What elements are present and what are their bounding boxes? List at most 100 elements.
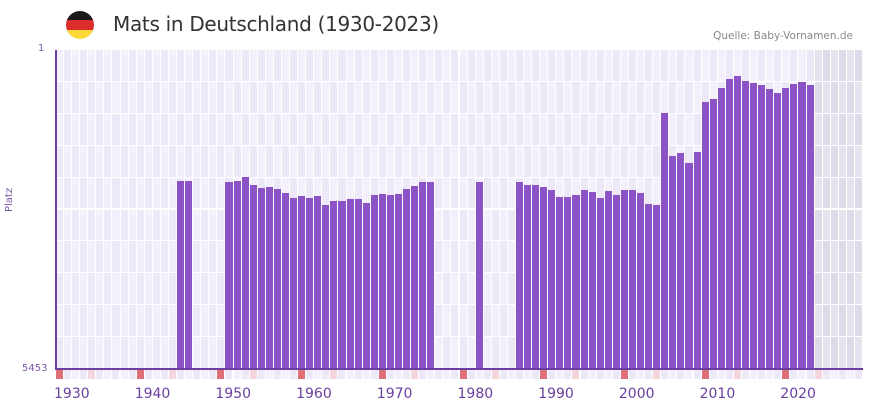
grid-cell bbox=[152, 337, 160, 368]
rank-bar[interactable] bbox=[532, 185, 540, 369]
rank-bar[interactable] bbox=[330, 201, 338, 369]
rank-bar[interactable] bbox=[378, 194, 386, 369]
grid-cell bbox=[854, 81, 862, 113]
rank-bar[interactable] bbox=[370, 195, 378, 369]
grid-cell bbox=[370, 177, 378, 209]
rank-bar[interactable] bbox=[346, 199, 354, 369]
rank-bar[interactable] bbox=[604, 191, 612, 369]
rank-bar[interactable] bbox=[338, 201, 346, 369]
rank-bar[interactable] bbox=[564, 197, 572, 369]
rank-bar[interactable] bbox=[548, 190, 556, 369]
rank-bar[interactable] bbox=[273, 189, 281, 369]
year-column bbox=[273, 50, 282, 369]
rank-bar[interactable] bbox=[403, 189, 411, 369]
rank-bar[interactable] bbox=[798, 82, 806, 369]
rank-bar[interactable] bbox=[362, 203, 370, 369]
rank-bar[interactable] bbox=[709, 99, 717, 369]
rank-bar[interactable] bbox=[225, 182, 233, 369]
year-column bbox=[112, 50, 120, 369]
rank-bar[interactable] bbox=[515, 182, 524, 369]
rank-bar[interactable] bbox=[717, 88, 725, 369]
rank-bar[interactable] bbox=[588, 192, 596, 369]
rank-bar[interactable] bbox=[661, 113, 669, 369]
rank-bar[interactable] bbox=[612, 195, 620, 369]
rank-bar[interactable] bbox=[733, 76, 741, 369]
grid-cell bbox=[838, 273, 846, 305]
rank-bar[interactable] bbox=[596, 198, 604, 369]
rank-bar[interactable] bbox=[806, 85, 814, 369]
rank-bar[interactable] bbox=[741, 81, 749, 369]
rank-bar[interactable] bbox=[233, 181, 241, 369]
rank-bar[interactable] bbox=[628, 190, 637, 369]
rank-bar[interactable] bbox=[750, 83, 758, 369]
rank-bar[interactable] bbox=[177, 181, 185, 369]
grid-cell bbox=[822, 50, 830, 81]
year-tick bbox=[281, 370, 289, 379]
rank-bar[interactable] bbox=[354, 199, 362, 369]
rank-bar[interactable] bbox=[265, 187, 273, 369]
rank-bar[interactable] bbox=[394, 194, 402, 369]
rank-bar[interactable] bbox=[322, 205, 330, 369]
rank-bar[interactable] bbox=[685, 163, 693, 369]
rank-bar[interactable] bbox=[556, 197, 564, 369]
year-column bbox=[193, 50, 201, 369]
rank-bar[interactable] bbox=[419, 182, 427, 369]
rank-bar[interactable] bbox=[677, 153, 685, 369]
rank-bar[interactable] bbox=[281, 193, 290, 369]
grid-cell bbox=[314, 145, 322, 177]
rank-bar[interactable] bbox=[572, 195, 580, 369]
year-tick bbox=[152, 370, 160, 379]
rank-bar[interactable] bbox=[693, 152, 701, 369]
rank-bar[interactable] bbox=[475, 182, 483, 369]
rank-bar[interactable] bbox=[185, 181, 193, 369]
grid-cell bbox=[72, 209, 80, 241]
rank-bar[interactable] bbox=[241, 177, 249, 369]
rank-bar[interactable] bbox=[669, 156, 677, 369]
rank-bar[interactable] bbox=[524, 185, 532, 369]
rank-bar[interactable] bbox=[653, 205, 661, 369]
grid-cell bbox=[265, 81, 273, 113]
rank-bar[interactable] bbox=[782, 88, 790, 369]
rank-bar[interactable] bbox=[790, 84, 798, 369]
rank-bar[interactable] bbox=[701, 102, 709, 369]
rank-bar[interactable] bbox=[774, 93, 782, 369]
rank-bar[interactable] bbox=[306, 198, 314, 369]
year-tick bbox=[443, 370, 451, 379]
rank-bar[interactable] bbox=[298, 196, 306, 369]
rank-bar[interactable] bbox=[427, 182, 435, 369]
rank-bar[interactable] bbox=[758, 85, 766, 369]
grid-cell bbox=[338, 81, 346, 113]
rank-bar[interactable] bbox=[386, 195, 394, 369]
year-tick bbox=[233, 370, 241, 379]
rank-bar[interactable] bbox=[249, 185, 257, 369]
grid-cell bbox=[281, 145, 290, 177]
rank-bar[interactable] bbox=[411, 186, 419, 369]
grid-cell bbox=[177, 50, 185, 81]
grid-cell bbox=[72, 337, 80, 368]
year-tick bbox=[588, 370, 596, 379]
grid-cell bbox=[378, 145, 386, 177]
rank-bar[interactable] bbox=[637, 193, 645, 369]
rank-bar[interactable] bbox=[540, 187, 548, 369]
grid-cell bbox=[459, 209, 467, 241]
grid-cell bbox=[588, 113, 596, 145]
year-tick bbox=[96, 370, 104, 379]
grid-cell bbox=[830, 209, 838, 241]
rank-bar[interactable] bbox=[620, 190, 628, 369]
grid-cell bbox=[112, 241, 120, 273]
rank-bar[interactable] bbox=[580, 190, 588, 369]
grid-cell bbox=[427, 145, 435, 177]
rank-bar[interactable] bbox=[766, 89, 774, 369]
grid-cell bbox=[201, 50, 209, 81]
grid-cell bbox=[419, 81, 427, 113]
rank-bar[interactable] bbox=[290, 198, 298, 369]
grid-cell bbox=[273, 50, 281, 81]
rank-bar[interactable] bbox=[645, 204, 653, 369]
rank-bar[interactable] bbox=[257, 188, 265, 369]
year-column bbox=[160, 50, 169, 369]
rank-bar[interactable] bbox=[725, 79, 733, 369]
rank-bar[interactable] bbox=[314, 196, 322, 369]
grid-cell bbox=[64, 50, 72, 81]
decade-tick bbox=[540, 370, 548, 379]
grid-cell bbox=[64, 113, 72, 145]
